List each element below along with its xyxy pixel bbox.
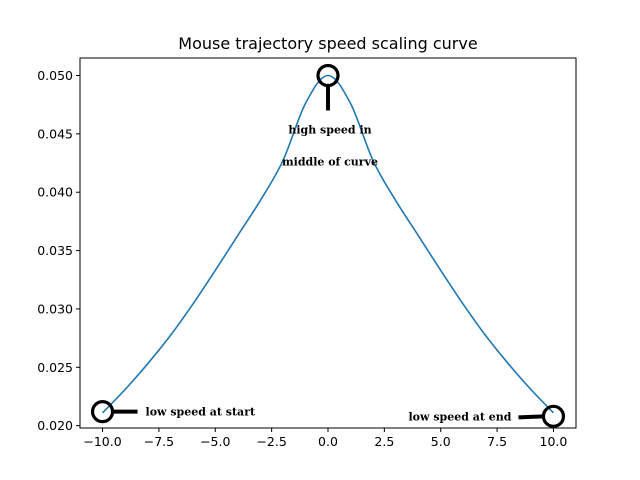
annotation-layer: low speed at start high speed in middle of…	[90, 63, 566, 428]
x-tick-label: −7.5	[144, 434, 174, 449]
annotation-label: middle of curve	[282, 156, 378, 169]
annotation-marker	[90, 400, 115, 424]
annotation-pointer	[518, 414, 544, 420]
y-tick-label: 0.035	[37, 243, 73, 258]
x-tick-label: 0.0	[318, 434, 338, 449]
y-tick-label: 0.040	[37, 185, 73, 200]
series-layer	[101, 74, 555, 414]
x-tick-label: −10.0	[83, 434, 121, 449]
x-axis: −10.0 −7.5 −5.0 −2.5 0.0 2.5 5.0 7.5 10.0	[83, 428, 567, 449]
series-line	[101, 74, 555, 414]
x-tick-label: −5.0	[200, 434, 230, 449]
y-tick-label: 0.050	[37, 68, 73, 83]
x-tick-label: −2.5	[256, 434, 286, 449]
y-tick-label: 0.045	[37, 126, 73, 141]
y-tick-label: 0.020	[37, 418, 73, 433]
chart-title: Mouse trajectory speed scaling curve	[178, 34, 477, 53]
annotation-label: low speed at end	[409, 410, 512, 423]
x-tick-label: 5.0	[431, 434, 451, 449]
x-tick-label: 10.0	[540, 434, 568, 449]
annotation-label: high speed in	[288, 124, 371, 137]
y-tick-label: 0.030	[37, 301, 73, 316]
x-tick-label: 7.5	[487, 434, 507, 449]
x-tick-label: 2.5	[374, 434, 394, 449]
y-axis: 0.020 0.025 0.030 0.035 0.040 0.045 0.050	[37, 68, 80, 433]
plot-area	[79, 57, 577, 429]
y-tick-label: 0.025	[37, 360, 73, 375]
annotation-label: low speed at start	[146, 406, 256, 419]
annotation-marker	[541, 404, 566, 428]
